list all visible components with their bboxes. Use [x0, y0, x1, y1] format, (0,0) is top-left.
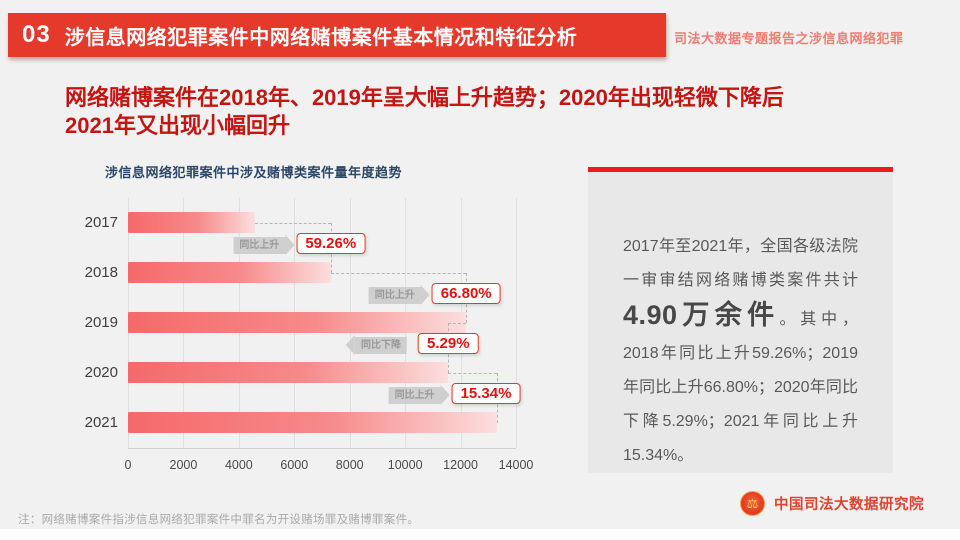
arrow-left-icon: 同比下降: [346, 335, 408, 355]
chart-y-labels: 2017 2018 2019 2020 2021: [70, 198, 120, 448]
bar-2021: [128, 412, 498, 433]
bar-2017: [128, 212, 256, 233]
headline-line1: 网络赌博案件在2018年、2019年呈大幅上升趋势；2020年出现轻微下降后: [65, 85, 784, 110]
arrow-right-icon: 同比上升: [368, 285, 430, 305]
growth-callout: 5.29% 同比下降: [346, 333, 479, 355]
x-tick-label: 0: [124, 458, 132, 472]
x-tick-label: 12000: [443, 458, 478, 472]
footnote: 注：网络赌博案件指涉信息网络犯罪案件中罪名为开设赌场罪及赌博罪案件。: [18, 514, 420, 526]
connector: [448, 323, 467, 324]
summary-panel: 2017年至2021年，全国各级法院一审审结网络赌博类案件共计 4.90万余件。其…: [588, 172, 893, 473]
x-tick-label: 14000: [498, 458, 534, 472]
bar-2020: [128, 362, 449, 383]
summary-text: 2017年至2021年，全国各级法院一审审结网络赌博类案件共计 4.90万余件。其…: [623, 230, 858, 473]
arrow-right-icon: 同比上升: [233, 235, 295, 255]
connector: [255, 223, 331, 224]
percent-value: 5.29% 同比下降: [346, 333, 479, 355]
connector: [330, 273, 467, 274]
year-label: 2021: [84, 414, 118, 431]
section-title: 涉信息网络犯罪案件中网络赌博案件基本情况和特征分析: [64, 26, 578, 49]
x-tick-label: 2000: [169, 458, 198, 472]
summary-intro: 2017年至2021年，全国各级法院一审审结网络赌博类案件共计: [623, 238, 858, 289]
org-name: 中国司法大数据研究院: [774, 497, 924, 513]
x-tick-label: 8000: [335, 458, 364, 472]
bar-2018: [128, 262, 331, 283]
percent-value: 66.80% 同比上升: [368, 283, 501, 305]
year-label: 2018: [84, 264, 118, 281]
summary-detail: 。其中，2018年同比上升59.26%；2019年同比上升66.80%；2020…: [623, 311, 858, 464]
arrow-right-icon: 同比上升: [388, 385, 450, 405]
section-number: 03: [22, 21, 51, 48]
bar-chart: 2017 2018 2019 2020 2021 0 2000 4000 6000 8000 10…: [70, 198, 533, 478]
summary-highlight: 4.90万余件: [623, 300, 780, 330]
bar-2019: [128, 312, 467, 333]
headline-line2: 2021年又出现小幅回升: [65, 113, 290, 138]
chart-title: 涉信息网络犯罪案件中涉及赌博类案件量年度趋势: [105, 165, 403, 180]
year-label: 2019: [84, 314, 118, 331]
gridline: [516, 198, 517, 448]
section-banner: 03 涉信息网络犯罪案件中网络赌博案件基本情况和特征分析: [8, 13, 666, 57]
growth-callout: 66.80% 同比上升: [368, 283, 501, 305]
report-subtitle: 司法大数据专题报告之涉信息网络犯罪: [674, 31, 904, 46]
footer-strip: [0, 529, 960, 540]
growth-callout: 59.26% 同比上升: [233, 233, 366, 255]
x-tick-label: 4000: [224, 458, 253, 472]
percent-value: 15.34% 同比上升: [388, 383, 521, 405]
connector: [448, 373, 498, 374]
headline: 网络赌博案件在2018年、2019年呈大幅上升趋势；2020年出现轻微下降后 2…: [65, 84, 905, 140]
year-label: 2017: [84, 214, 118, 231]
org-branding: ⚖ 中国司法大数据研究院: [740, 491, 924, 516]
x-tick-label: 10000: [387, 458, 423, 472]
percent-value: 59.26% 同比上升: [233, 233, 366, 255]
year-label: 2020: [84, 364, 118, 381]
x-tick-label: 6000: [280, 458, 309, 472]
growth-callout: 15.34% 同比上升: [388, 383, 521, 405]
court-emblem-icon: ⚖: [740, 491, 765, 516]
chart-plot: 0 2000 4000 6000 8000 10000 12000 14000 59.26% 同比…: [125, 198, 533, 472]
panel-accent-line: [588, 167, 893, 172]
